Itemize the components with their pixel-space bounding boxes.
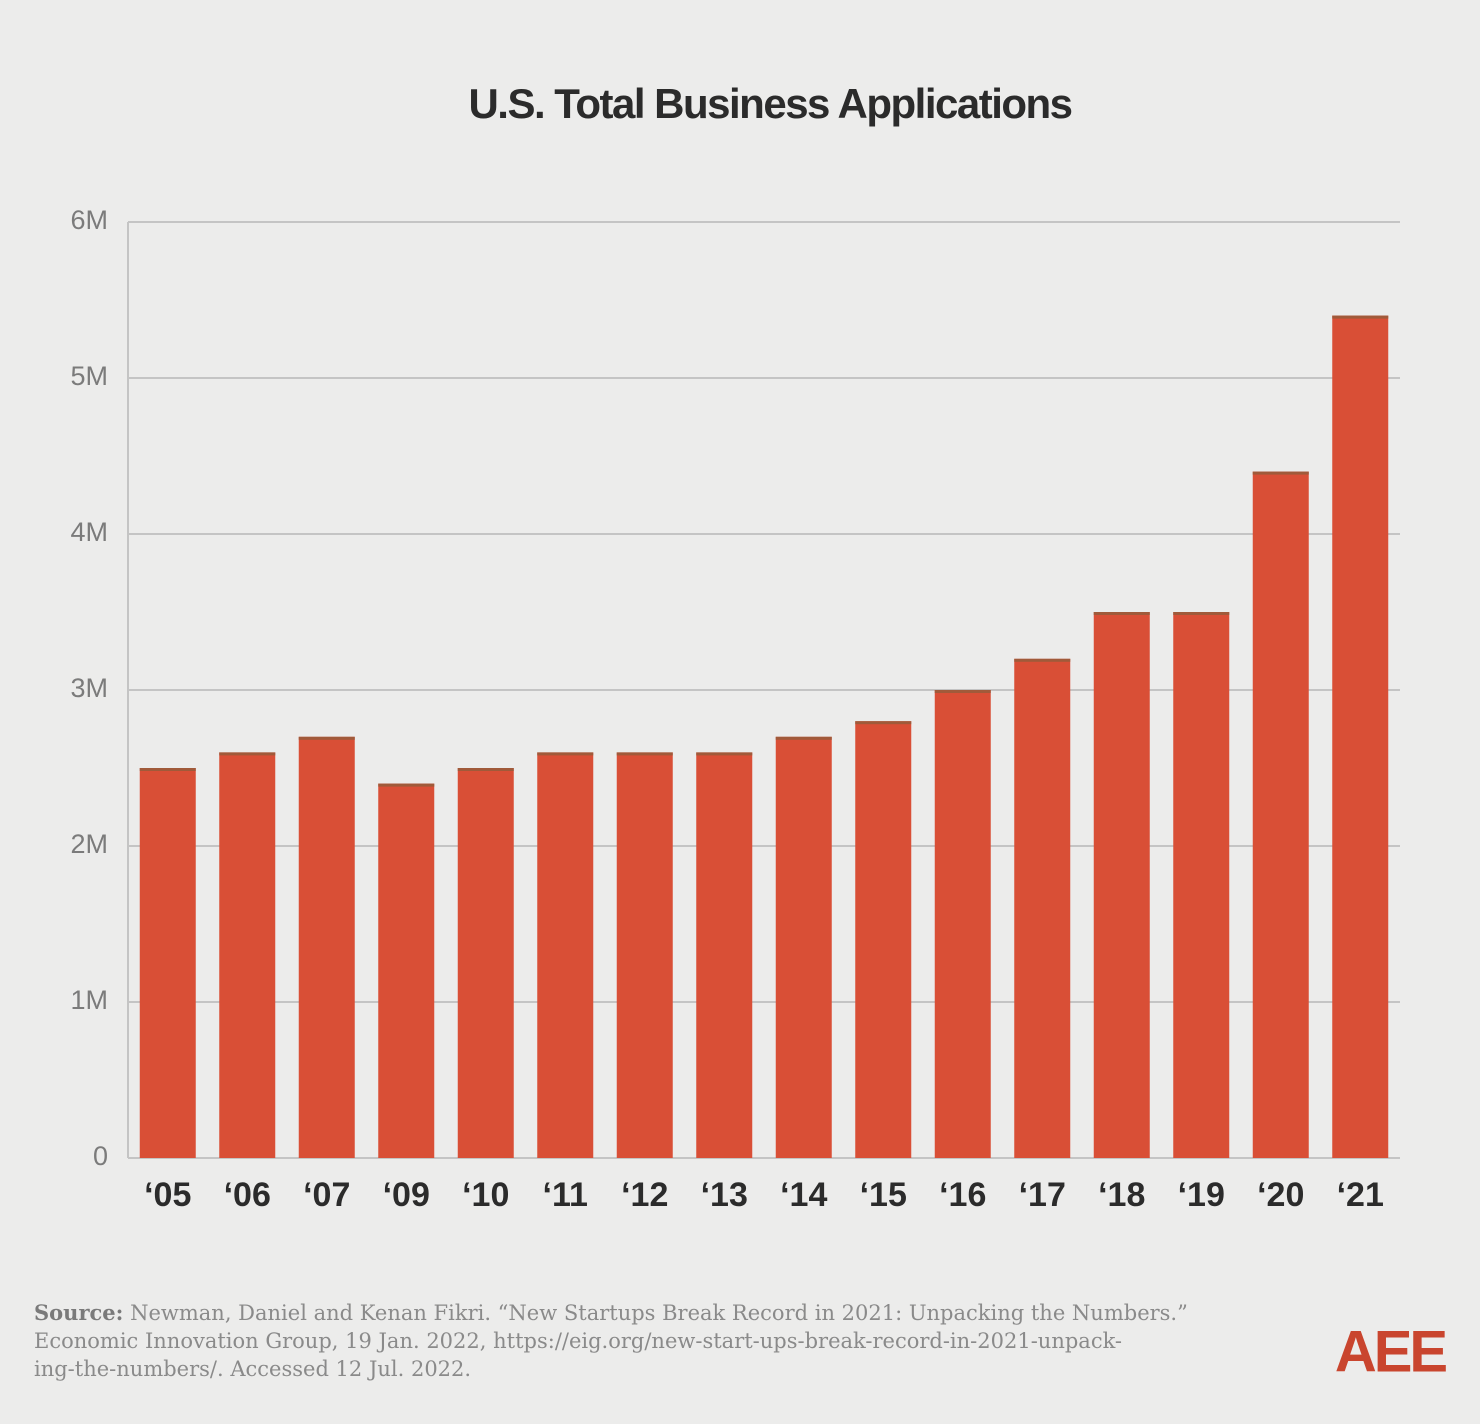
bar (457, 768, 514, 1158)
x-tick-label: ‘13 (701, 1176, 748, 1214)
x-tick-label: ‘21 (1337, 1176, 1384, 1214)
x-tick-label: ‘11 (543, 1176, 588, 1214)
bar (219, 752, 276, 1158)
bar-top-edge (1173, 612, 1230, 615)
bar-top-edge (457, 768, 514, 771)
y-tick-label: 6M (70, 205, 108, 235)
bar-top-edge (1252, 471, 1309, 475)
x-tick-label: ‘17 (1019, 1176, 1066, 1214)
bar-top-edge (537, 752, 594, 756)
bar (1093, 612, 1150, 1158)
bar (696, 752, 753, 1158)
bar (1173, 612, 1230, 1158)
bar-top-edge (1332, 315, 1389, 319)
chart-title: U.S. Total Business Applications (468, 80, 1071, 127)
y-tick-label: 4M (70, 517, 108, 547)
bar-top-edge (1093, 612, 1150, 615)
bar (537, 752, 594, 1158)
bar (1252, 471, 1309, 1159)
bar-top-edge (219, 752, 276, 756)
source-line: ing-the-numbers/. Accessed 12 Jul. 2022. (34, 1357, 471, 1381)
bar-top-edge (298, 736, 355, 740)
x-tick-label: ‘18 (1098, 1176, 1145, 1214)
x-tick-label: ‘14 (780, 1176, 827, 1214)
x-tick-label: ‘15 (860, 1176, 907, 1214)
x-tick-label: ‘09 (383, 1176, 430, 1214)
source-line: Economic Innovation Group, 19 Jan. 2022,… (34, 1329, 1122, 1353)
bar-top-edge (139, 768, 196, 771)
bar (1014, 658, 1071, 1158)
y-tick-label: 1M (70, 985, 108, 1015)
x-tick-label: ‘10 (462, 1176, 509, 1214)
bar (934, 690, 991, 1158)
bar-top-edge (934, 690, 991, 693)
x-tick-label: ‘07 (303, 1176, 350, 1214)
bar (298, 736, 355, 1158)
x-tick-label: ‘16 (939, 1176, 986, 1214)
y-tick-label: 5M (70, 361, 108, 391)
bar-top-edge (616, 752, 673, 756)
x-tick-label: ‘05 (144, 1176, 191, 1214)
bar-top-edge (775, 736, 832, 740)
bar (1332, 315, 1389, 1159)
bar-top-edge (855, 721, 912, 725)
bar-top-edge (378, 783, 435, 787)
logo: AEE (1335, 1319, 1447, 1384)
bar (139, 768, 196, 1158)
y-tick-label: 2M (70, 829, 108, 859)
x-tick-label: ‘12 (621, 1176, 668, 1214)
bar-top-edge (1014, 658, 1071, 662)
bar (855, 721, 912, 1158)
bar (378, 783, 435, 1158)
x-tick-label: ‘19 (1178, 1176, 1225, 1214)
source-text: Source: Newman, Daniel and Kenan Fikri. … (34, 1300, 1188, 1325)
bar-top-edge (696, 752, 753, 756)
x-tick-label: ‘20 (1257, 1176, 1304, 1214)
y-tick-label: 0 (93, 1141, 108, 1171)
y-tick-label: 3M (70, 673, 108, 703)
bar (775, 736, 832, 1158)
bar (616, 752, 673, 1158)
source-line: Newman, Daniel and Kenan Fikri. “New Sta… (130, 1301, 1188, 1325)
x-tick-label: ‘06 (224, 1176, 271, 1214)
source-label: Source: (34, 1300, 123, 1325)
